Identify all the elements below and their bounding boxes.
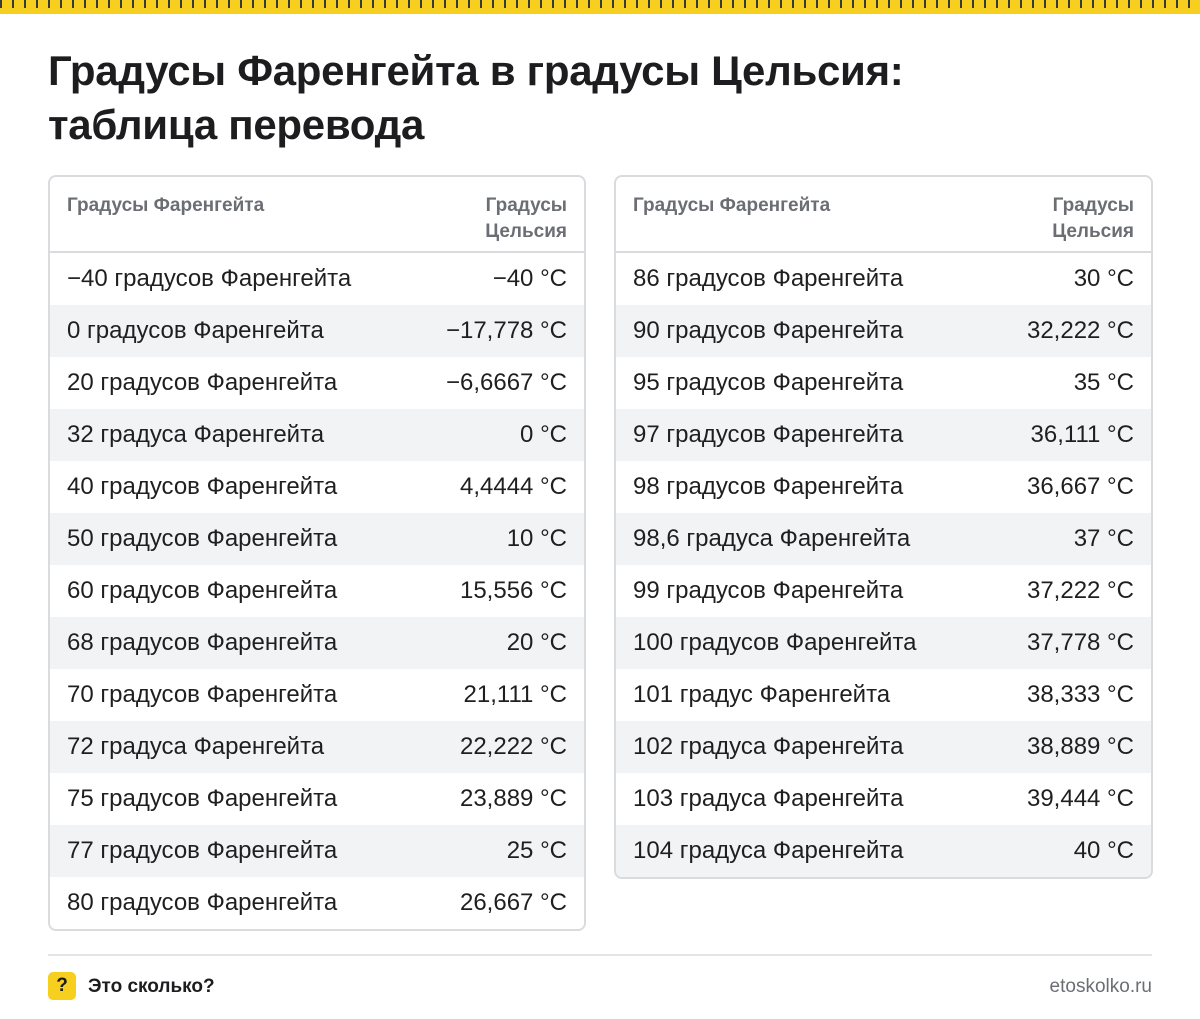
table-row: 40 градусов Фаренгейта 4,4444 °C bbox=[50, 461, 584, 513]
celsius-cell: 36,667 °C bbox=[1027, 473, 1134, 501]
celsius-cell: 37,778 °C bbox=[1027, 629, 1134, 657]
table-header: Градусы Фаренгейта Градусы Цельсия bbox=[50, 177, 584, 253]
celsius-cell: 38,889 °C bbox=[1027, 733, 1134, 761]
celsius-cell: 32,222 °C bbox=[1027, 317, 1134, 345]
table-row: 86 градусов Фаренгейта 30 °C bbox=[616, 253, 1151, 305]
table-row: 77 градусов Фаренгейта 25 °C bbox=[50, 825, 584, 877]
fahrenheit-cell: 70 градусов Фаренгейта bbox=[67, 681, 337, 709]
header-celsius: Градусы Цельсия bbox=[447, 193, 567, 245]
fahrenheit-cell: 77 градусов Фаренгейта bbox=[67, 837, 337, 865]
celsius-cell: 30 °C bbox=[1074, 265, 1134, 293]
table-row: 97 градусов Фаренгейта 36,111 °C bbox=[616, 409, 1151, 461]
table-row: 101 градус Фаренгейта 38,333 °C bbox=[616, 669, 1151, 721]
fahrenheit-cell: 103 градуса Фаренгейта bbox=[633, 785, 904, 813]
page-title: Градусы Фаренгейта в градусы Цельсия: та… bbox=[48, 44, 1148, 152]
fahrenheit-cell: 90 градусов Фаренгейта bbox=[633, 317, 903, 345]
celsius-cell: −40 °C bbox=[493, 265, 567, 293]
celsius-cell: 15,556 °C bbox=[460, 577, 567, 605]
celsius-cell: 39,444 °C bbox=[1027, 785, 1134, 813]
fahrenheit-cell: 68 градусов Фаренгейта bbox=[67, 629, 337, 657]
fahrenheit-cell: 100 градусов Фаренгейта bbox=[633, 629, 917, 657]
celsius-cell: 23,889 °C bbox=[460, 785, 567, 813]
fahrenheit-cell: 0 градусов Фаренгейта bbox=[67, 317, 324, 345]
fahrenheit-cell: 72 градуса Фаренгейта bbox=[67, 733, 324, 761]
footer-divider bbox=[48, 954, 1152, 956]
table-row: 50 градусов Фаренгейта 10 °C bbox=[50, 513, 584, 565]
celsius-cell: 22,222 °C bbox=[460, 733, 567, 761]
fahrenheit-cell: 97 градусов Фаренгейта bbox=[633, 421, 903, 449]
celsius-cell: 35 °C bbox=[1074, 369, 1134, 397]
fahrenheit-cell: 101 градус Фаренгейта bbox=[633, 681, 890, 709]
celsius-cell: 26,667 °C bbox=[460, 889, 567, 917]
table-row: 75 градусов Фаренгейта 23,889 °C bbox=[50, 773, 584, 825]
fahrenheit-cell: 86 градусов Фаренгейта bbox=[633, 265, 903, 293]
table-row: 104 градуса Фаренгейта 40 °C bbox=[616, 825, 1151, 877]
celsius-cell: −6,6667 °C bbox=[446, 369, 567, 397]
header-fahrenheit: Градусы Фаренгейта bbox=[67, 193, 264, 219]
table-row: 99 градусов Фаренгейта 37,222 °C bbox=[616, 565, 1151, 617]
fahrenheit-cell: 60 градусов Фаренгейта bbox=[67, 577, 337, 605]
header-fahrenheit: Градусы Фаренгейта bbox=[633, 193, 830, 219]
table-row: 60 градусов Фаренгейта 15,556 °C bbox=[50, 565, 584, 617]
fahrenheit-cell: −40 градусов Фаренгейта bbox=[67, 265, 351, 293]
table-row: 98 градусов Фаренгейта 36,667 °C bbox=[616, 461, 1151, 513]
fahrenheit-cell: 20 градусов Фаренгейта bbox=[67, 369, 337, 397]
celsius-cell: 0 °C bbox=[520, 421, 567, 449]
conversion-table-left: Градусы Фаренгейта Градусы Цельсия −40 г… bbox=[48, 175, 586, 931]
celsius-cell: 36,111 °C bbox=[1031, 421, 1134, 449]
header-celsius: Градусы Цельсия bbox=[1014, 193, 1134, 245]
fahrenheit-cell: 95 градусов Фаренгейта bbox=[633, 369, 903, 397]
header-celsius-line1: Градусы bbox=[486, 195, 567, 216]
page-title-line2: таблица перевода bbox=[48, 101, 424, 148]
table-row: 98,6 градуса Фаренгейта 37 °C bbox=[616, 513, 1151, 565]
celsius-cell: 10 °C bbox=[507, 525, 567, 553]
fahrenheit-cell: 102 градуса Фаренгейта bbox=[633, 733, 904, 761]
table-row: 95 градусов Фаренгейта 35 °C bbox=[616, 357, 1151, 409]
question-logo-icon: ? bbox=[48, 972, 76, 1000]
header-celsius-line1: Градусы bbox=[1053, 195, 1134, 216]
celsius-cell: 21,111 °C bbox=[464, 681, 567, 709]
fahrenheit-cell: 99 градусов Фаренгейта bbox=[633, 577, 903, 605]
fahrenheit-cell: 104 градуса Фаренгейта bbox=[633, 837, 904, 865]
ruler-decoration bbox=[0, 0, 1200, 14]
celsius-cell: 20 °C bbox=[507, 629, 567, 657]
fahrenheit-cell: 80 градусов Фаренгейта bbox=[67, 889, 337, 917]
celsius-cell: 4,4444 °C bbox=[460, 473, 567, 501]
fahrenheit-cell: 98,6 градуса Фаренгейта bbox=[633, 525, 910, 553]
brand-name: Это сколько? bbox=[88, 974, 215, 1000]
celsius-cell: 25 °C bbox=[507, 837, 567, 865]
table-row: 68 градусов Фаренгейта 20 °C bbox=[50, 617, 584, 669]
fahrenheit-cell: 98 градусов Фаренгейта bbox=[633, 473, 903, 501]
table-header: Градусы Фаренгейта Градусы Цельсия bbox=[616, 177, 1151, 253]
fahrenheit-cell: 40 градусов Фаренгейта bbox=[67, 473, 337, 501]
header-celsius-line2: Цельсия bbox=[485, 221, 567, 242]
table-row: 100 градусов Фаренгейта 37,778 °C bbox=[616, 617, 1151, 669]
celsius-cell: 37 °C bbox=[1074, 525, 1134, 553]
table-row: 80 градусов Фаренгейта 26,667 °C bbox=[50, 877, 584, 929]
table-row: 90 градусов Фаренгейта 32,222 °C bbox=[616, 305, 1151, 357]
fahrenheit-cell: 75 градусов Фаренгейта bbox=[67, 785, 337, 813]
table-row: 102 градуса Фаренгейта 38,889 °C bbox=[616, 721, 1151, 773]
table-body: 86 градусов Фаренгейта 30 °C 90 градусов Ф… bbox=[616, 253, 1151, 877]
table-row: 70 градусов Фаренгейта 21,111 °C bbox=[50, 669, 584, 721]
table-body: −40 градусов Фаренгейта −40 °C 0 градусов … bbox=[50, 253, 584, 929]
header-celsius-line2: Цельсия bbox=[1052, 221, 1134, 242]
table-row: −40 градусов Фаренгейта −40 °C bbox=[50, 253, 584, 305]
table-row: 20 градусов Фаренгейта −6,6667 °C bbox=[50, 357, 584, 409]
site-url[interactable]: etoskolko.ru bbox=[1050, 974, 1152, 1000]
page-title-line1: Градусы Фаренгейта в градусы Цельсия: bbox=[48, 47, 903, 94]
celsius-cell: 38,333 °C bbox=[1027, 681, 1134, 709]
conversion-table-right: Градусы Фаренгейта Градусы Цельсия 86 гр… bbox=[614, 175, 1153, 879]
fahrenheit-cell: 50 градусов Фаренгейта bbox=[67, 525, 337, 553]
table-row: 0 градусов Фаренгейта −17,778 °C bbox=[50, 305, 584, 357]
table-row: 32 градуса Фаренгейта 0 °C bbox=[50, 409, 584, 461]
table-row: 72 градуса Фаренгейта 22,222 °C bbox=[50, 721, 584, 773]
table-row: 103 градуса Фаренгейта 39,444 °C bbox=[616, 773, 1151, 825]
celsius-cell: 37,222 °C bbox=[1027, 577, 1134, 605]
celsius-cell: 40 °C bbox=[1074, 837, 1134, 865]
fahrenheit-cell: 32 градуса Фаренгейта bbox=[67, 421, 324, 449]
celsius-cell: −17,778 °C bbox=[446, 317, 567, 345]
